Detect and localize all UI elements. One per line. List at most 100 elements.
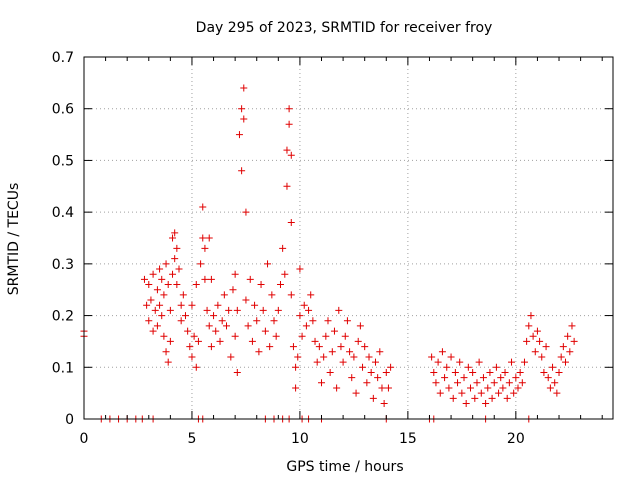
data-point	[296, 265, 304, 273]
data-point	[466, 384, 474, 392]
data-point	[361, 343, 369, 351]
data-point	[505, 379, 513, 387]
y-tick-label: 0.1	[52, 360, 74, 376]
data-point	[369, 394, 377, 402]
data-point	[246, 275, 254, 283]
data-point	[499, 384, 507, 392]
data-point	[454, 379, 462, 387]
y-tick-label: 0.2	[52, 309, 74, 325]
y-tick-label: 0.7	[52, 50, 74, 66]
data-point	[179, 291, 187, 299]
data-point	[346, 348, 354, 356]
data-point	[287, 218, 295, 226]
data-point	[443, 363, 451, 371]
data-point	[272, 332, 280, 340]
data-point	[274, 306, 282, 314]
data-point	[240, 84, 248, 92]
data-point	[497, 374, 505, 382]
data-point	[199, 234, 207, 242]
data-point	[153, 322, 161, 330]
data-point	[434, 358, 442, 366]
data-point	[471, 394, 479, 402]
data-point	[460, 374, 468, 382]
data-point	[227, 353, 235, 361]
data-point	[486, 368, 494, 376]
data-point	[354, 337, 362, 345]
data-point	[318, 379, 326, 387]
data-point	[160, 332, 168, 340]
data-point	[201, 244, 209, 252]
data-point	[276, 281, 284, 289]
data-point	[356, 322, 364, 330]
data-point	[516, 368, 524, 376]
data-point	[216, 337, 224, 345]
data-points	[80, 84, 578, 423]
data-point	[145, 317, 153, 325]
data-point	[555, 368, 563, 376]
data-point	[188, 301, 196, 309]
data-point	[169, 270, 177, 278]
x-tick-label: 20	[507, 431, 525, 447]
data-point	[477, 389, 485, 397]
data-point	[264, 260, 272, 268]
data-point	[212, 327, 220, 335]
data-point	[531, 348, 539, 356]
data-point	[490, 379, 498, 387]
data-point	[430, 368, 438, 376]
data-point	[544, 374, 552, 382]
data-point	[307, 291, 315, 299]
data-point	[540, 368, 548, 376]
data-point	[428, 353, 436, 361]
data-point	[205, 322, 213, 330]
data-point	[484, 384, 492, 392]
data-point	[546, 384, 554, 392]
data-point	[171, 255, 179, 263]
data-point	[244, 322, 252, 330]
data-point	[231, 270, 239, 278]
data-point	[518, 379, 526, 387]
data-point	[473, 379, 481, 387]
data-point	[173, 281, 181, 289]
data-point	[177, 301, 185, 309]
data-point	[371, 358, 379, 366]
data-point	[153, 286, 161, 294]
data-point	[242, 208, 250, 216]
y-axis-title: SRMTID / TECUs	[6, 183, 22, 296]
data-point	[350, 353, 358, 361]
plot-frame	[83, 56, 614, 420]
data-point	[551, 379, 559, 387]
data-point	[464, 363, 472, 371]
data-point	[201, 275, 209, 283]
data-point	[333, 384, 341, 392]
data-point	[147, 296, 155, 304]
data-point	[568, 322, 576, 330]
data-point	[188, 353, 196, 361]
data-point	[149, 270, 157, 278]
data-point	[324, 317, 332, 325]
data-point	[549, 363, 557, 371]
data-point	[158, 312, 166, 320]
data-point	[205, 234, 213, 242]
data-point	[292, 384, 300, 392]
data-point	[359, 363, 367, 371]
data-point	[261, 327, 269, 335]
data-point	[503, 394, 511, 402]
x-tick-label: 0	[80, 431, 89, 447]
data-point	[378, 384, 386, 392]
data-point	[365, 353, 373, 361]
data-point	[266, 343, 274, 351]
data-point	[257, 281, 265, 289]
data-point	[281, 270, 289, 278]
data-point	[501, 368, 509, 376]
data-point	[328, 348, 336, 356]
data-point	[140, 275, 148, 283]
data-point	[289, 343, 297, 351]
data-point	[387, 363, 395, 371]
data-point	[160, 291, 168, 299]
data-point	[229, 286, 237, 294]
data-point	[156, 301, 164, 309]
data-point	[525, 322, 533, 330]
data-point	[253, 317, 261, 325]
data-point	[285, 105, 293, 113]
